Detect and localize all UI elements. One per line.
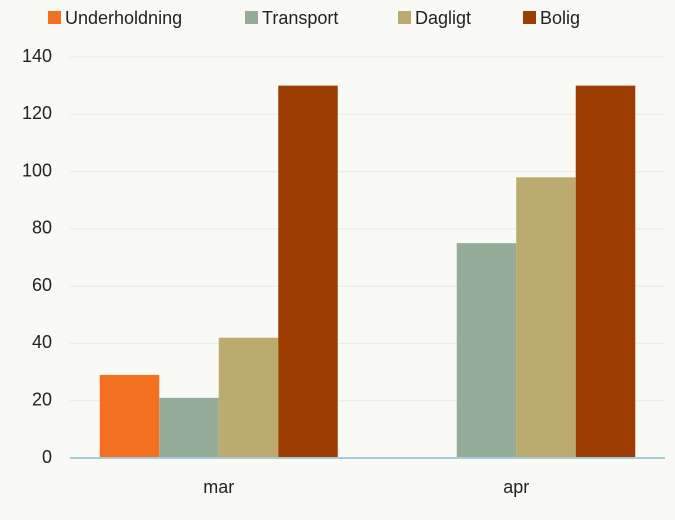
legend-label: Underholdning xyxy=(65,8,182,28)
bar xyxy=(159,397,219,458)
bar xyxy=(99,374,160,458)
y-tick-label: 40 xyxy=(32,332,52,352)
bar xyxy=(218,337,279,458)
legend-label: Bolig xyxy=(540,8,580,28)
bar xyxy=(575,85,636,459)
y-tick-label: 80 xyxy=(32,218,52,238)
y-tick-label: 20 xyxy=(32,389,52,409)
bar xyxy=(516,177,576,459)
y-tick-label: 140 xyxy=(22,46,52,66)
y-tick-label: 0 xyxy=(42,447,52,467)
y-tick-label: 120 xyxy=(22,103,52,123)
legend-swatch xyxy=(398,11,411,24)
legend-swatch xyxy=(523,11,536,24)
bar xyxy=(456,243,517,458)
legend-label: Transport xyxy=(262,8,338,28)
y-tick-label: 100 xyxy=(22,160,52,180)
legend-swatch xyxy=(48,11,61,24)
legend-swatch xyxy=(245,11,258,24)
x-tick-label: apr xyxy=(503,477,529,497)
legend-label: Dagligt xyxy=(415,8,471,28)
y-tick-label: 60 xyxy=(32,275,52,295)
x-tick-label: mar xyxy=(203,477,234,497)
bar xyxy=(278,85,338,459)
